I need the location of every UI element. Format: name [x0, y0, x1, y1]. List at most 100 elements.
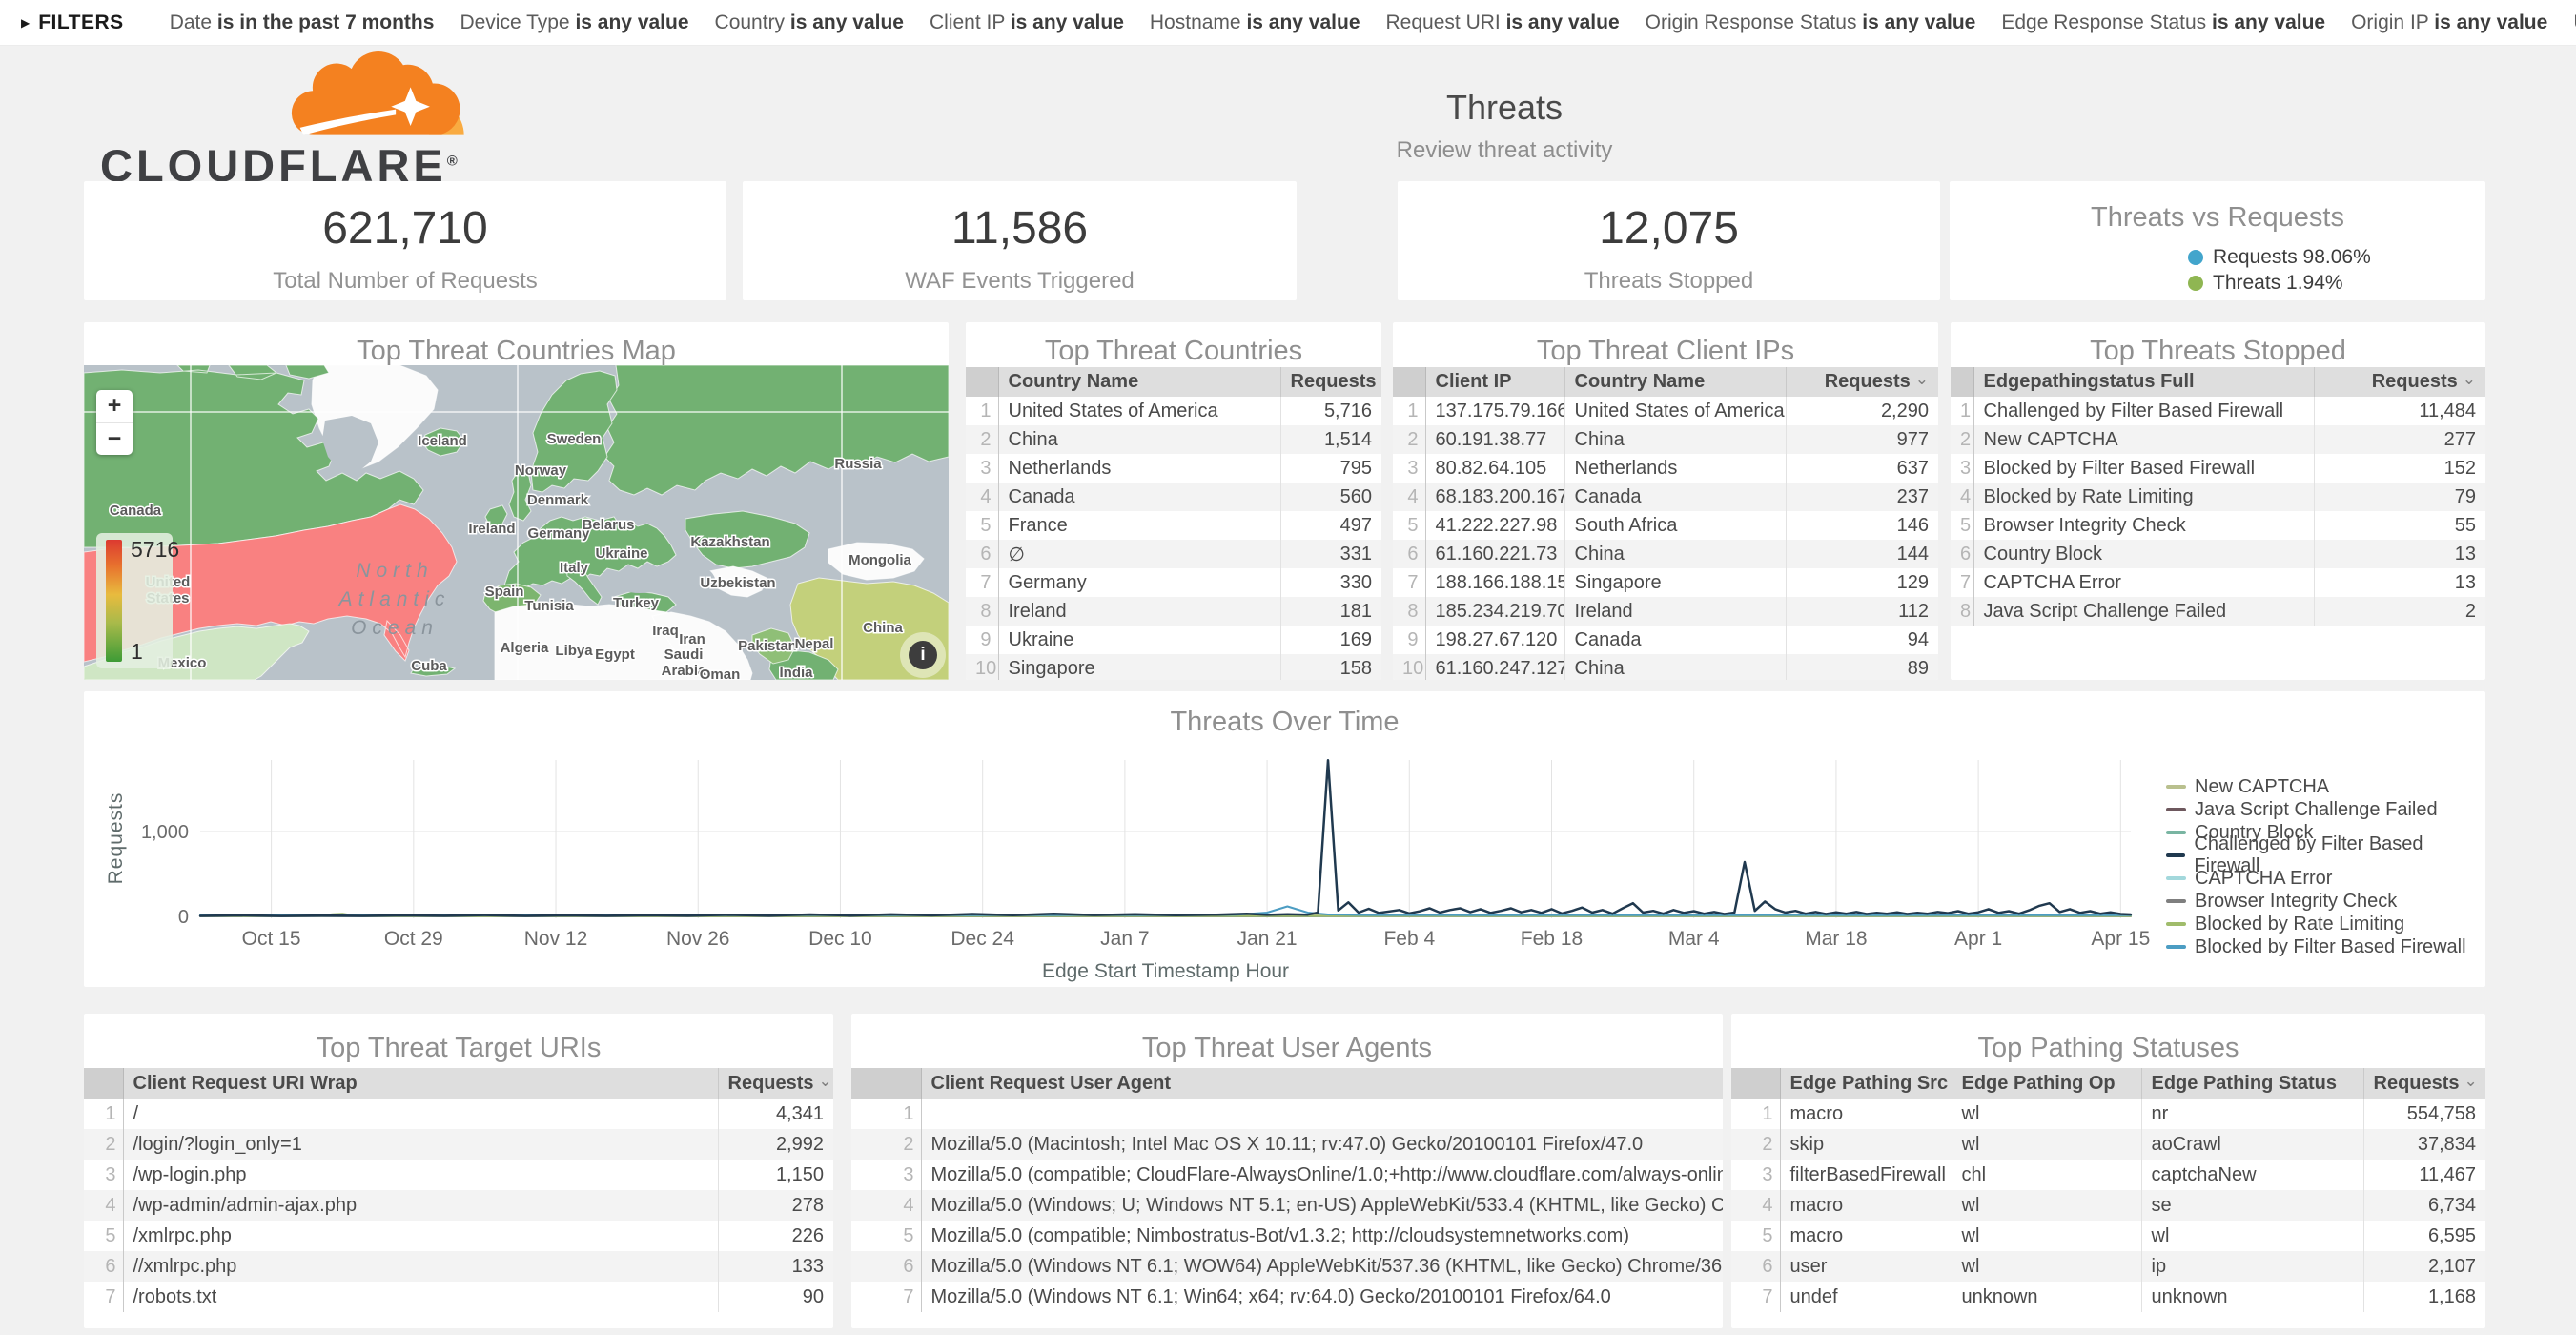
- filter-item-edge-response-status[interactable]: Edge Response Status is any value: [2001, 11, 2325, 34]
- table-cell: 181: [1339, 600, 1372, 622]
- map-label-ireland: Ireland: [468, 521, 515, 537]
- table-row: 4 Blocked by Rate Limiting 79: [1951, 483, 2485, 511]
- map-zoom-in-button[interactable]: +: [96, 390, 133, 423]
- map-label-algeria: Algeria: [501, 640, 550, 656]
- world-map[interactable]: NorthAtlanticOceanCanadaUnitedStatesMexi…: [84, 365, 949, 680]
- country-canada[interactable]: [84, 365, 424, 548]
- table-cell: undef: [1780, 1282, 1952, 1312]
- table-cell: 2,992: [775, 1133, 824, 1155]
- card-title: Top Threat Target URIs: [316, 1033, 602, 1063]
- column-header-requests[interactable]: Requests⌄: [2314, 367, 2485, 397]
- country-iceland[interactable]: [421, 427, 465, 457]
- page-subtitle: Review threat activity: [1396, 137, 1613, 163]
- filter-item-origin-ip[interactable]: Origin IP is any value: [2351, 11, 2547, 34]
- row-index: 5: [966, 511, 999, 540]
- map-zoom-out-button[interactable]: −: [107, 424, 122, 452]
- column-header-requests[interactable]: Requests⌄: [718, 1068, 833, 1099]
- legend-label: Browser Integrity Check: [2195, 890, 2398, 912]
- table-cell: 188.166.188.152: [1425, 568, 1565, 597]
- x-axis-tick-label: Nov 26: [666, 928, 730, 950]
- filters-toggle-button[interactable]: ▶ FILTERS: [21, 11, 124, 34]
- chart-legend-item-browser-integrity-check[interactable]: Browser Integrity Check: [2166, 890, 2485, 913]
- filter-value: is any value: [1862, 10, 1976, 33]
- table-row: 10 61.160.247.127 China 89: [1393, 654, 1938, 680]
- table-row: 2 skip wl aoCrawl 37,834: [1731, 1129, 2485, 1160]
- table-row: 4 68.183.200.167 Canada 237: [1393, 483, 1938, 511]
- filter-item-request-uri[interactable]: Request URI is any value: [1386, 11, 1620, 34]
- table-cell: captchaNew: [2141, 1160, 2364, 1190]
- legend-line-icon: [2166, 785, 2186, 789]
- table-cell: 112: [1898, 600, 1929, 622]
- cloudflare-logo: CLOUDFLARE®: [100, 48, 510, 191]
- stat-value: 12,075: [1599, 203, 1739, 254]
- map-info-button[interactable]: i: [900, 632, 946, 678]
- table-row: 5 macro wl wl 6,595: [1731, 1221, 2485, 1251]
- table-cell: skip: [1780, 1129, 1952, 1160]
- column-header-label: Country Name: [1008, 371, 1139, 392]
- chart-legend-item-challenged-by-filter-based-firewall[interactable]: Challenged by Filter Based Firewall: [2166, 833, 2485, 876]
- table-cell: chl: [1952, 1160, 2142, 1190]
- country-usa[interactable]: [84, 503, 458, 663]
- country-uk[interactable]: [508, 468, 532, 522]
- table-cell: filterBasedFirewall: [1780, 1160, 1952, 1190]
- table-cell: China: [1564, 425, 1787, 454]
- top-threat-user-agents-card: Top Threat User Agents Client Request Us…: [851, 1014, 1723, 1328]
- filter-item-hostname[interactable]: Hostname is any value: [1150, 11, 1360, 34]
- table-row: 3/wp-login.php 1,150: [84, 1160, 833, 1190]
- table-cell: Mozilla/5.0 (Windows NT 6.1; Win64; x64;…: [930, 1285, 1611, 1307]
- column-header-edge-pathing-op: Edge Pathing Op: [1952, 1068, 2142, 1099]
- table-row: 2 Mozilla/5.0 (Macintosh; Intel Mac OS X …: [851, 1129, 1723, 1160]
- filter-item-date[interactable]: Date is in the past 7 months: [170, 11, 435, 34]
- row-index: 5: [1951, 511, 1974, 540]
- table-cell: /: [123, 1099, 719, 1129]
- row-index: 7: [1393, 568, 1426, 597]
- table-cell: 5,716: [1323, 400, 1372, 421]
- country-italy[interactable]: [565, 561, 603, 606]
- country-pakistan[interactable]: [751, 627, 796, 665]
- cloudflare-cloud-icon: [291, 51, 464, 135]
- table-cell: 330: [1339, 571, 1372, 593]
- stat-card-threats-stopped: 12,075 Threats Stopped: [1398, 181, 1940, 300]
- chart-legend-item-blocked-by-rate-limiting[interactable]: Blocked by Rate Limiting: [2166, 913, 2485, 935]
- table-cell: 41.222.227.98: [1425, 511, 1565, 540]
- country-cuba[interactable]: [410, 664, 457, 677]
- column-header-requests[interactable]: Requests⌄: [1280, 367, 1381, 397]
- table-row: 8 Java Script Challenge Failed 2: [1951, 597, 2485, 626]
- legend-line-icon: [2166, 808, 2186, 811]
- sort-chevron-icon: ⌄: [818, 1071, 832, 1090]
- country-scandinavia[interactable]: [530, 370, 618, 493]
- filter-item-user-agent[interactable]: User Agent is any value: [2573, 11, 2576, 34]
- country-kazakhstan[interactable]: [685, 510, 810, 569]
- country-mongolia[interactable]: [828, 542, 925, 581]
- chart-legend-item-java-script-challenge-failed[interactable]: Java Script Challenge Failed: [2166, 798, 2485, 821]
- map-color-legend: 5716 1: [96, 533, 179, 668]
- filter-item-client-ip[interactable]: Client IP is any value: [930, 11, 1124, 34]
- filter-field: Client IP: [929, 10, 1011, 33]
- country-mideast[interactable]: [651, 611, 753, 680]
- column-header-requests[interactable]: Requests⌄: [1786, 367, 1938, 397]
- country-europe[interactable]: [503, 516, 677, 591]
- chart-legend-item-blocked-by-filter-based-firewall[interactable]: Blocked by Filter Based Firewall: [2166, 935, 2485, 958]
- chart-legend-item-country-block[interactable]: Country Block: [2166, 821, 2485, 844]
- chart-legend-item-captcha-error[interactable]: CAPTCHA Error: [2166, 867, 2485, 890]
- map-label-cuba: Cuba: [411, 658, 447, 674]
- top-pathing-statuses-card: Top Pathing Statuses Edge Pathing Src Edg…: [1731, 1014, 2485, 1328]
- threats-over-time-chart[interactable]: 0 1,000 Oct 15 Oct 29 Nov 12 Nov 26 Dec 10 Dec …: [84, 691, 2485, 987]
- column-header-requests[interactable]: Requests⌄: [2363, 1068, 2485, 1099]
- table-cell: 169: [1339, 628, 1372, 650]
- filter-item-country[interactable]: Country is any value: [715, 11, 904, 34]
- filter-item-origin-response-status[interactable]: Origin Response Status is any value: [1646, 11, 1976, 34]
- chart-legend-item-new-captcha[interactable]: New CAPTCHA: [2166, 775, 2485, 798]
- table-row: 9 198.27.67.120 Canada 94: [1393, 626, 1938, 654]
- caspian-sea: [693, 569, 718, 619]
- country-ireland[interactable]: [484, 504, 508, 527]
- row-index: 3: [1393, 454, 1426, 483]
- table-cell: 278: [791, 1194, 824, 1216]
- country-russia[interactable]: [603, 365, 949, 496]
- table-cell: Singapore: [1564, 568, 1787, 597]
- table-cell: ∅: [998, 540, 1281, 568]
- filter-item-device-type[interactable]: Device Type is any value: [460, 11, 688, 34]
- table-cell: 79: [2454, 485, 2476, 507]
- map-legend-min: 1: [131, 639, 143, 664]
- chart-title: Threats Over Time: [1170, 707, 1400, 737]
